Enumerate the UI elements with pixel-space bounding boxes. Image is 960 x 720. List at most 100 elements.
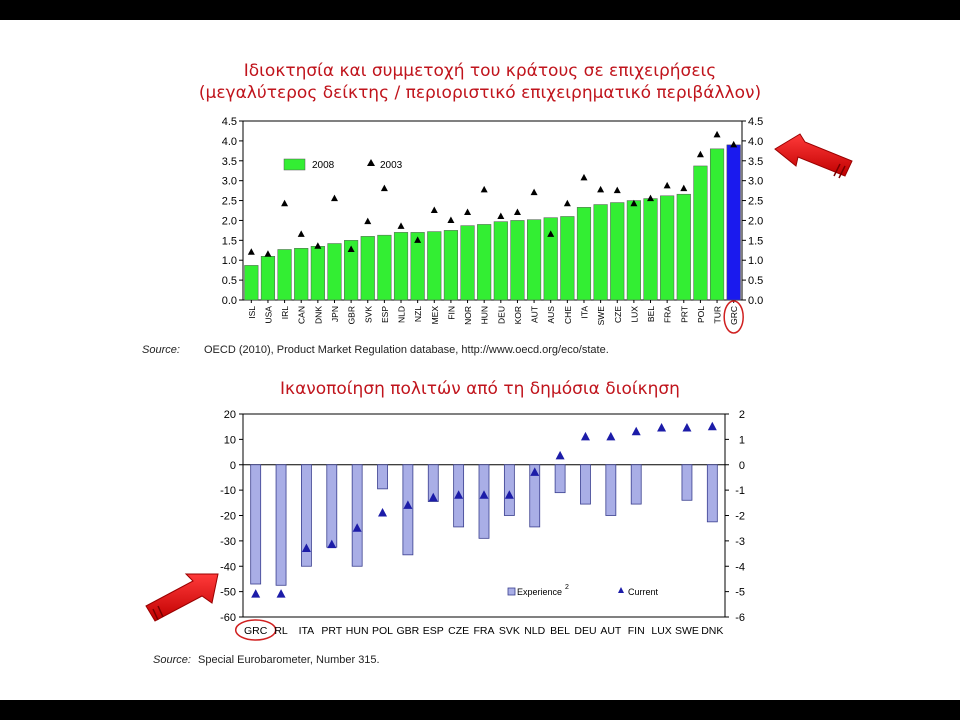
- chart1-bar: [477, 224, 492, 301]
- chart1-bar: [643, 198, 658, 301]
- chart2-bar: [275, 464, 287, 586]
- chart2-marker-current: [606, 431, 616, 441]
- chart1-marker-2003: [563, 199, 571, 207]
- chart2-bar: [605, 464, 617, 516]
- chart2-bar: [351, 464, 363, 567]
- chart2-marker-current: [707, 421, 717, 431]
- chart1-ytick-label-left: 2.5: [222, 196, 237, 208]
- chart1-bar: [360, 236, 375, 301]
- chart1-bar: [460, 225, 475, 301]
- chart1-marker-2003: [730, 140, 738, 148]
- chart2-xtick-label: RL: [274, 625, 288, 637]
- chart1-plot-area: [242, 120, 743, 301]
- chart1-bar: [393, 232, 409, 301]
- chart1-bar: [576, 207, 592, 301]
- chart1-bar: [510, 220, 525, 301]
- chart1-xtick-label: CAN: [297, 306, 307, 324]
- chart2-ytick-label-left: -50: [220, 587, 236, 599]
- chart2-xtick-label: ESP: [423, 625, 444, 637]
- chart1-marker-2003: [647, 194, 655, 202]
- chart2-bar: [554, 464, 566, 494]
- chart1-legend-label-2003: 2003: [380, 160, 403, 171]
- chart1-legend-label-2008: 2008: [312, 160, 335, 171]
- chart2-marker-current: [631, 426, 641, 436]
- chart2-bar: [377, 464, 388, 490]
- chart1-bar: [377, 234, 392, 301]
- chart2-bar: [250, 464, 262, 585]
- chart2-bar: [580, 464, 591, 505]
- chart1-bar: [593, 204, 608, 301]
- chart1-ytick-label-left: 4.5: [222, 116, 237, 128]
- chart1-xtick-label: FIN: [446, 306, 456, 320]
- chart2-xtick-label: POL: [372, 625, 393, 637]
- chart1-bar: [294, 248, 309, 301]
- chart2-xtick-label: NLD: [524, 625, 545, 637]
- chart1-bar: [427, 231, 442, 301]
- chart1-xtick-label: TUR: [713, 306, 723, 323]
- chart2-xtick-label: BEL: [550, 625, 570, 637]
- chart2-ytick-label-right: 2: [739, 409, 745, 421]
- chart1-xtick-label: HUN: [480, 306, 490, 324]
- chart1-ytick-label-right: 4.0: [748, 136, 763, 148]
- chart1-title-line1: Ιδιοκτησία και συμμετοχή του κράτους σε …: [243, 61, 717, 81]
- chart2-marker-current: [301, 543, 311, 552]
- chart2-xtick-label: HUN: [346, 625, 369, 637]
- chart1-marker-2003: [630, 199, 638, 207]
- chart1-marker-2003: [414, 236, 422, 243]
- chart2-ytick-label-right: -3: [735, 536, 745, 548]
- chart1-xtick-label: PRT: [679, 306, 689, 323]
- chart1-xtick-label: AUS: [546, 306, 556, 324]
- chart1-bar: [709, 148, 725, 301]
- chart2-xtick-label: FRA: [474, 625, 495, 637]
- chart1-bar: [244, 265, 259, 301]
- chart2-ytick-label-right: 0: [739, 460, 745, 472]
- chart1-xtick-label: JPN: [330, 306, 340, 322]
- chart1-xtick-label: ESP: [380, 306, 390, 323]
- chart1-marker-2003: [264, 250, 272, 257]
- chart1-bar: [560, 216, 575, 301]
- chart1-legend-marker-2003: [367, 159, 375, 166]
- chart2-bar: [326, 464, 338, 548]
- chart1-xtick-label: DEU: [496, 306, 506, 324]
- chart2-marker-current: [378, 507, 388, 517]
- chart2-ytick-label-left: -10: [220, 485, 236, 497]
- chart2-ytick-label-left: 10: [224, 434, 236, 446]
- chart2-xtick-label: SVK: [499, 625, 520, 637]
- chart1-xtick-label: POL: [696, 306, 706, 323]
- chart1-ytick-label-right: 3.5: [748, 156, 763, 168]
- chart1-marker-2003: [530, 188, 538, 196]
- chart1-xtick-label: MEX: [430, 306, 440, 325]
- chart1-ytick-label-left: 1.0: [222, 255, 237, 267]
- chart1-marker-2003: [380, 184, 388, 192]
- chart1-marker-2003: [397, 222, 405, 229]
- chart1-ytick-label-right: 2.5: [748, 196, 763, 208]
- chart1-marker-2003: [480, 185, 488, 193]
- chart1-ytick-label-right: 2.0: [748, 215, 763, 227]
- chart2-marker-current: [530, 467, 540, 476]
- chart1-marker-2003: [613, 186, 621, 194]
- chart1-xtick-label: SVK: [363, 306, 373, 323]
- chart2-xtick-label: FIN: [628, 625, 645, 637]
- chart2-xtick-label: GRC: [244, 625, 268, 637]
- chart1-bar: [676, 193, 691, 301]
- chart1-marker-2003: [663, 181, 671, 189]
- chart1-source-label: Source:: [142, 344, 180, 356]
- chart2-xtick-label: SWE: [675, 625, 699, 637]
- chart2-ytick-label-right: -1: [735, 485, 745, 497]
- chart1-bar: [527, 219, 542, 301]
- arrow-right-pointer-icon: [774, 133, 853, 179]
- chart2-marker-current: [555, 450, 565, 460]
- chart2-marker-current: [504, 490, 514, 499]
- chart2-ytick-label-right: -5: [735, 587, 745, 599]
- chart2-legend-label-experience: Experience: [517, 587, 562, 597]
- chart1-ytick-label-right: 1.5: [748, 235, 763, 247]
- chart2-title: Ικανοποίηση πολιτών από τη δημόσια διοίκ…: [280, 379, 680, 399]
- chart1-marker-2003: [447, 216, 455, 223]
- chart1-xtick-label: DNK: [313, 306, 323, 324]
- chart2-marker-current: [251, 589, 261, 598]
- chart2-marker-current: [657, 422, 667, 432]
- chart2-xtick-label: LUX: [651, 625, 671, 637]
- chart1-marker-2003: [297, 230, 305, 237]
- chart2-ytick-label-right: -2: [735, 511, 745, 523]
